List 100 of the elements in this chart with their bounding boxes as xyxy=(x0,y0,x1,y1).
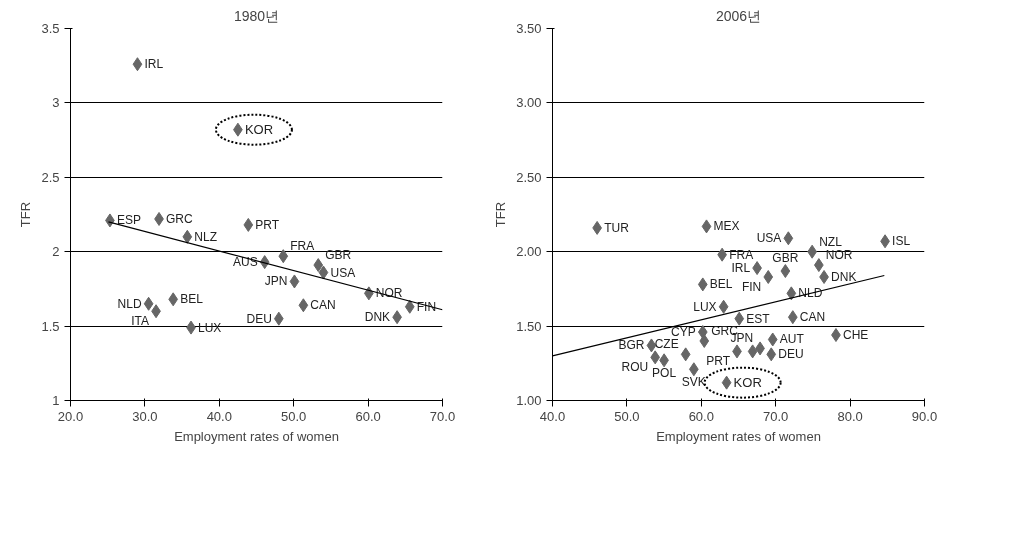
data-label: USA xyxy=(756,231,782,246)
x-tick-label: 40.0 xyxy=(206,408,232,424)
x-tick-label: 40.0 xyxy=(539,408,566,424)
y-tick-label: 1.50 xyxy=(516,318,542,334)
data-label: GRC xyxy=(166,211,194,226)
y-tick-label: 3.50 xyxy=(516,21,542,36)
data-label: NLZ xyxy=(194,229,217,244)
point xyxy=(701,219,712,234)
data-label: PRT xyxy=(255,217,280,232)
y-axis-title: TFR xyxy=(493,201,509,228)
y-tick-label: 2.00 xyxy=(516,244,542,260)
data-label: BGR xyxy=(618,338,645,353)
point xyxy=(182,229,193,244)
data-label: DNK xyxy=(364,310,391,325)
point xyxy=(168,292,179,307)
x-tick-label: 80.0 xyxy=(837,408,863,424)
point xyxy=(404,299,415,314)
x-tick-label: 50.0 xyxy=(281,408,307,424)
data-label: TUR xyxy=(604,220,630,235)
data-label: CAN xyxy=(799,310,826,325)
point xyxy=(273,311,284,326)
x-tick-label: 60.0 xyxy=(355,408,381,424)
point xyxy=(697,277,708,292)
data-label: EST xyxy=(746,311,771,326)
point xyxy=(718,299,729,314)
data-label: USA xyxy=(330,265,356,280)
y-tick-label: 2 xyxy=(52,244,60,260)
data-label: CYP xyxy=(671,325,696,340)
data-label: CZE xyxy=(654,337,679,352)
y-tick-label: 3.5 xyxy=(41,21,60,36)
point xyxy=(819,270,829,284)
point xyxy=(132,57,143,72)
x-tick-label: 90.0 xyxy=(911,408,938,424)
data-label: AUS xyxy=(233,255,258,270)
x-axis-title: Employment rates of women xyxy=(174,428,339,444)
data-label: CAN xyxy=(310,298,336,313)
data-label: FRA xyxy=(290,239,315,254)
x-tick-label: 30.0 xyxy=(132,408,158,424)
point xyxy=(787,310,798,325)
data-label: DNK xyxy=(831,270,857,284)
data-label: NOR xyxy=(825,248,853,263)
point xyxy=(680,347,691,362)
y-tick-label: 3.00 xyxy=(516,95,542,111)
point xyxy=(747,344,758,359)
point xyxy=(766,347,777,362)
point xyxy=(318,265,329,280)
chart-title: 2006년 xyxy=(715,7,762,24)
data-label: BEL xyxy=(180,292,204,307)
point xyxy=(783,231,794,246)
data-label: IRL xyxy=(731,261,751,276)
y-tick-label: 1 xyxy=(52,393,60,408)
x-axis-title: Employment rates of women xyxy=(656,428,821,444)
data-label: MEX xyxy=(713,219,740,234)
data-label: NZL xyxy=(819,234,843,249)
y-tick-label: 2.50 xyxy=(516,169,542,185)
data-label: LUX xyxy=(693,299,717,314)
data-label: PRT xyxy=(706,354,731,369)
y-tick-label: 2.5 xyxy=(41,169,60,185)
data-label: FRA xyxy=(729,247,754,262)
data-label: AUT xyxy=(779,332,805,347)
point xyxy=(289,274,300,289)
data-label: CHE xyxy=(842,328,869,343)
point xyxy=(650,350,661,365)
point xyxy=(786,286,797,301)
x-tick-label: 70.0 xyxy=(429,408,456,424)
data-label: ITA xyxy=(131,314,150,329)
data-label: JPN xyxy=(264,274,288,289)
data-label: NLD xyxy=(117,296,142,311)
x-tick-label: 60.0 xyxy=(688,408,714,424)
data-label: POL xyxy=(652,366,677,381)
data-label: SVK xyxy=(681,375,706,390)
annotation: KOR xyxy=(733,375,762,391)
data-label: DEU xyxy=(778,347,804,362)
data-label: ESP xyxy=(116,213,141,228)
annotation: KOR xyxy=(244,122,274,138)
data-label: ISL xyxy=(892,234,911,249)
point xyxy=(699,333,710,348)
point xyxy=(767,332,778,347)
data-label: GBR xyxy=(325,248,352,263)
point xyxy=(278,249,289,264)
data-label: FIN xyxy=(741,280,762,294)
data-label: GBR xyxy=(772,251,799,266)
point xyxy=(763,270,774,284)
point xyxy=(734,311,745,326)
data-label: IRL xyxy=(144,57,164,72)
data-label: DEU xyxy=(246,311,272,326)
point xyxy=(143,296,154,311)
point xyxy=(721,375,732,390)
y-tick-label: 1.5 xyxy=(41,318,60,334)
point xyxy=(313,258,324,273)
y-tick-label: 3 xyxy=(52,95,60,111)
point xyxy=(298,298,309,313)
x-tick-label: 20.0 xyxy=(57,408,84,424)
data-label: ROU xyxy=(621,360,649,375)
chart-title: 1980년 xyxy=(233,7,280,24)
y-tick-label: 1.00 xyxy=(516,393,542,408)
data-label: BEL xyxy=(709,277,733,292)
x-tick-label: 70.0 xyxy=(763,408,789,424)
point xyxy=(780,264,791,279)
y-axis-title: TFR xyxy=(18,201,34,228)
